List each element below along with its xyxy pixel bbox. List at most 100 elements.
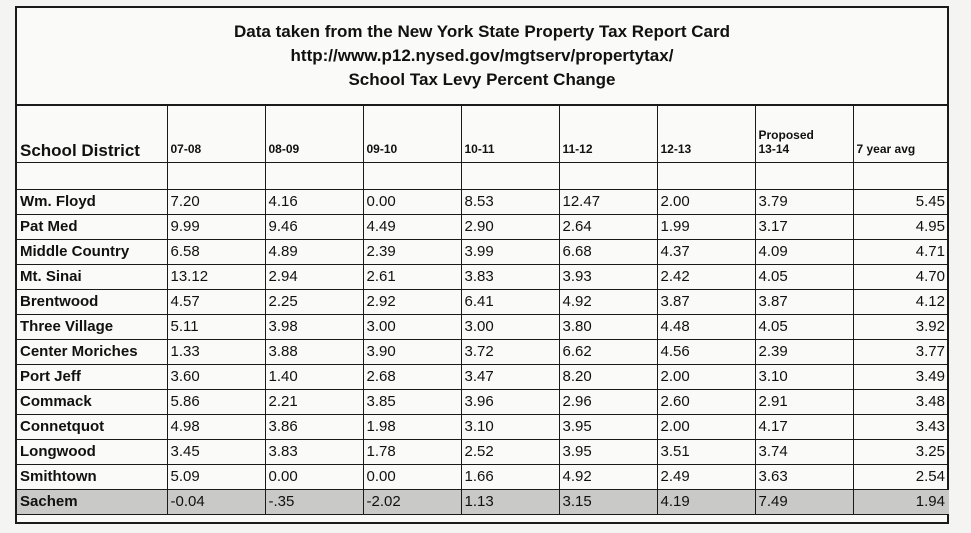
value-cell: 1.40 bbox=[264, 364, 364, 390]
table-row: Mt. Sinai 13.12 2.94 2.61 3.83 3.93 2.42 4.05 4.… bbox=[17, 264, 949, 290]
district-name: Pat Med bbox=[17, 214, 168, 240]
value-cell: 4.48 bbox=[656, 314, 756, 340]
table-row: Three Village 5.11 3.98 3.00 3.00 3.80 4.48 4.0… bbox=[17, 314, 949, 340]
value-cell: 2.91 bbox=[754, 389, 854, 415]
district-name: Port Jeff bbox=[17, 364, 168, 390]
spacer-cell bbox=[17, 162, 168, 190]
value-cell: 6.68 bbox=[558, 239, 658, 265]
value-cell: 4.09 bbox=[754, 239, 854, 265]
year-label-13-14: 13-14 bbox=[758, 142, 790, 156]
value-cell: 3.95 bbox=[558, 439, 658, 465]
table-row: Commack 5.86 2.21 3.85 3.96 2.96 2.60 2.91 3.48 bbox=[17, 389, 949, 415]
value-cell: 6.62 bbox=[558, 339, 658, 365]
avg-cell: 5.45 bbox=[852, 189, 949, 215]
value-cell: 2.42 bbox=[656, 264, 756, 290]
value-cell: 3.87 bbox=[754, 289, 854, 315]
district-name: Sachem bbox=[17, 489, 168, 515]
value-cell: 7.20 bbox=[166, 189, 266, 215]
value-cell: -2.02 bbox=[362, 489, 462, 515]
district-name: Longwood bbox=[17, 439, 168, 465]
value-cell: 2.00 bbox=[656, 189, 756, 215]
value-cell: 3.98 bbox=[264, 314, 364, 340]
value-cell: 3.63 bbox=[754, 464, 854, 490]
value-cell: 3.45 bbox=[166, 439, 266, 465]
value-cell: 2.25 bbox=[264, 289, 364, 315]
spacer-cell bbox=[852, 162, 949, 190]
value-cell: 2.64 bbox=[558, 214, 658, 240]
value-cell: 4.05 bbox=[754, 314, 854, 340]
value-cell: 3.86 bbox=[264, 414, 364, 440]
avg-cell: 3.25 bbox=[852, 439, 949, 465]
value-cell: 4.37 bbox=[656, 239, 756, 265]
avg-cell: 3.49 bbox=[852, 364, 949, 390]
value-cell: 2.00 bbox=[656, 414, 756, 440]
value-cell: 1.98 bbox=[362, 414, 462, 440]
value-cell: 2.92 bbox=[362, 289, 462, 315]
district-name: Mt. Sinai bbox=[17, 264, 168, 290]
value-cell: -0.04 bbox=[166, 489, 266, 515]
spacer-cell bbox=[754, 162, 854, 190]
avg-cell: 4.70 bbox=[852, 264, 949, 290]
value-cell: 0.00 bbox=[362, 464, 462, 490]
value-cell: 1.99 bbox=[656, 214, 756, 240]
value-cell: 3.88 bbox=[264, 339, 364, 365]
value-cell: 4.92 bbox=[558, 464, 658, 490]
value-cell: 3.90 bbox=[362, 339, 462, 365]
value-cell: 2.52 bbox=[460, 439, 560, 465]
district-name: Middle Country bbox=[17, 239, 168, 265]
district-name: Brentwood bbox=[17, 289, 168, 315]
value-cell: 3.96 bbox=[460, 389, 560, 415]
avg-cell: 4.71 bbox=[852, 239, 949, 265]
value-cell: 4.92 bbox=[558, 289, 658, 315]
value-cell: 3.87 bbox=[656, 289, 756, 315]
district-name: Commack bbox=[17, 389, 168, 415]
column-header-07-08: 07-08 bbox=[166, 106, 266, 163]
value-cell: 1.66 bbox=[460, 464, 560, 490]
value-cell: 2.00 bbox=[656, 364, 756, 390]
header-row: School District 07-08 08-09 09-10 10-11 … bbox=[17, 106, 949, 163]
table-row: Center Moriches 1.33 3.88 3.90 3.72 6.62 4.56 2… bbox=[17, 339, 949, 365]
value-cell: 5.09 bbox=[166, 464, 266, 490]
value-cell: 3.83 bbox=[460, 264, 560, 290]
column-header-09-10: 09-10 bbox=[362, 106, 462, 163]
value-cell: 1.78 bbox=[362, 439, 462, 465]
value-cell: 3.72 bbox=[460, 339, 560, 365]
table-row: Sachem -0.04 -.35 -2.02 1.13 3.15 4.19 7.49 1.94 bbox=[17, 489, 949, 515]
value-cell: 3.00 bbox=[362, 314, 462, 340]
district-name: Smithtown bbox=[17, 464, 168, 490]
levy-table: School District 07-08 08-09 09-10 10-11 … bbox=[17, 106, 949, 515]
value-cell: 3.85 bbox=[362, 389, 462, 415]
value-cell: 3.93 bbox=[558, 264, 658, 290]
value-cell: 2.68 bbox=[362, 364, 462, 390]
value-cell: 3.10 bbox=[754, 364, 854, 390]
value-cell: 4.49 bbox=[362, 214, 462, 240]
column-header-08-09: 08-09 bbox=[264, 106, 364, 163]
value-cell: 9.46 bbox=[264, 214, 364, 240]
column-header-12-13: 12-13 bbox=[656, 106, 756, 163]
value-cell: 6.58 bbox=[166, 239, 266, 265]
value-cell: 13.12 bbox=[166, 264, 266, 290]
value-cell: 4.98 bbox=[166, 414, 266, 440]
value-cell: 4.16 bbox=[264, 189, 364, 215]
value-cell: 3.47 bbox=[460, 364, 560, 390]
spacer-cell bbox=[264, 162, 364, 190]
spacer-cell bbox=[460, 162, 560, 190]
value-cell: 2.49 bbox=[656, 464, 756, 490]
district-name: Three Village bbox=[17, 314, 168, 340]
value-cell: 9.99 bbox=[166, 214, 266, 240]
column-header-13-14: Proposed 13-14 bbox=[754, 106, 854, 163]
value-cell: 3.10 bbox=[460, 414, 560, 440]
avg-cell: 3.48 bbox=[852, 389, 949, 415]
value-cell: 3.51 bbox=[656, 439, 756, 465]
value-cell: 7.49 bbox=[754, 489, 854, 515]
avg-cell: 3.77 bbox=[852, 339, 949, 365]
value-cell: 3.60 bbox=[166, 364, 266, 390]
value-cell: 2.21 bbox=[264, 389, 364, 415]
value-cell: 5.86 bbox=[166, 389, 266, 415]
value-cell: 8.20 bbox=[558, 364, 658, 390]
value-cell: 4.19 bbox=[656, 489, 756, 515]
column-header-district: School District bbox=[17, 106, 168, 163]
avg-cell: 3.92 bbox=[852, 314, 949, 340]
value-cell: 2.39 bbox=[362, 239, 462, 265]
value-cell: 3.83 bbox=[264, 439, 364, 465]
